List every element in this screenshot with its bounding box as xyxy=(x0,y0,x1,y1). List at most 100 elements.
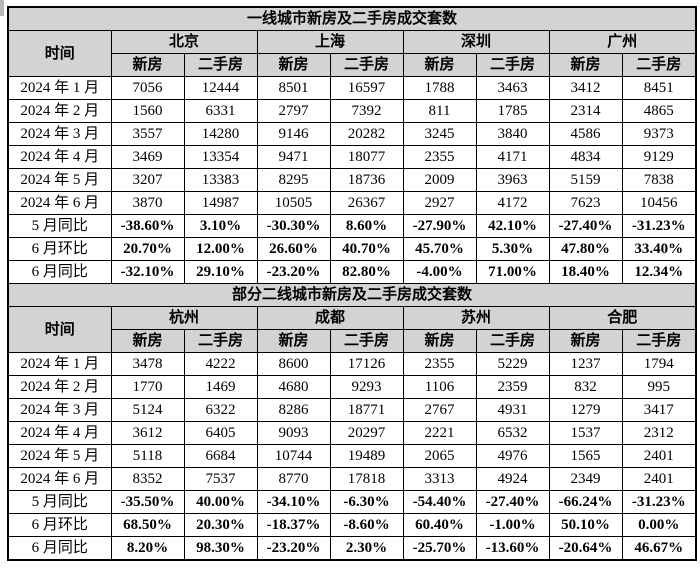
value-cell: 4976 xyxy=(475,444,550,468)
value-cell: 26367 xyxy=(329,191,404,215)
value-cell: 10744 xyxy=(256,444,331,468)
percent-cell: -1.00% xyxy=(475,513,550,537)
value-cell: 995 xyxy=(621,375,697,399)
table-row: 2024 年 5 月 3207 13383 8295 18736 2009 3963 5159… xyxy=(7,168,697,192)
row-label: 2024 年 5 月 xyxy=(7,444,112,468)
value-cell: 20282 xyxy=(329,122,404,146)
table-row: 2024 年 5 月 5118 6684 10744 19489 2065 4976 1565… xyxy=(7,444,697,468)
row-label: 6 月同比 xyxy=(7,260,112,284)
table-row: 2024 年 1 月 7056 12444 8501 16597 1788 3463 3412… xyxy=(7,76,697,100)
value-cell: 4680 xyxy=(256,375,331,399)
value-cell: 20297 xyxy=(329,421,404,445)
percent-cell: -13.60% xyxy=(475,536,550,561)
percent-cell: -27.40% xyxy=(548,214,623,238)
value-cell: 2349 xyxy=(548,467,623,491)
percent-cell: -34.10% xyxy=(256,490,331,514)
subheader-cell: 二手房 xyxy=(475,53,550,77)
table-row: 6 月环比 20.70% 12.00% 26.60% 40.70% 45.70% 5.30%… xyxy=(7,237,697,261)
subheader-cell: 新房 xyxy=(548,329,623,353)
percent-cell: -6.30% xyxy=(329,490,404,514)
row-label: 2024 年 1 月 xyxy=(7,76,112,100)
percent-cell: -54.40% xyxy=(402,490,477,514)
value-cell: 3313 xyxy=(402,467,477,491)
percent-cell: 40.00% xyxy=(183,490,258,514)
subheader-cell: 二手房 xyxy=(621,53,697,77)
table-row: 2024 年 3 月 3557 14280 9146 20282 3245 3840 4586… xyxy=(7,122,697,146)
subheader-cell: 新房 xyxy=(402,53,477,77)
value-cell: 2401 xyxy=(621,444,697,468)
value-cell: 2927 xyxy=(402,191,477,215)
percent-cell: 20.70% xyxy=(110,237,185,261)
value-cell: 1770 xyxy=(110,375,185,399)
city-header: 广州 xyxy=(548,30,697,54)
time-header: 时间 xyxy=(7,30,112,77)
percent-cell: -18.37% xyxy=(256,513,331,537)
table-row: 2024 年 2 月 1770 1469 4680 9293 1106 2359 832 995 xyxy=(7,375,697,399)
row-label: 5 月同比 xyxy=(7,490,112,514)
row-label: 5 月同比 xyxy=(7,214,112,238)
table-row: 2024 年 2 月 1560 6331 2797 7392 811 1785 2314 486… xyxy=(7,99,697,123)
city-header: 苏州 xyxy=(402,306,550,330)
percent-cell: 68.50% xyxy=(110,513,185,537)
value-cell: 8451 xyxy=(621,76,697,100)
table-row: 5 月同比 -35.50% 40.00% -34.10% -6.30% -54.40% -2… xyxy=(7,490,697,514)
city-header: 北京 xyxy=(110,30,258,54)
percent-cell: 50.10% xyxy=(548,513,623,537)
percent-cell: -66.24% xyxy=(548,490,623,514)
value-cell: 2401 xyxy=(621,467,697,491)
value-cell: 1788 xyxy=(402,76,477,100)
value-cell: 16597 xyxy=(329,76,404,100)
value-cell: 2009 xyxy=(402,168,477,192)
value-cell: 6331 xyxy=(183,99,258,123)
value-cell: 5118 xyxy=(110,444,185,468)
row-label: 2024 年 3 月 xyxy=(7,398,112,422)
percent-cell: -30.30% xyxy=(256,214,331,238)
percent-cell: 82.80% xyxy=(329,260,404,284)
percent-cell: 18.40% xyxy=(548,260,623,284)
city-header: 上海 xyxy=(256,30,404,54)
value-cell: 8352 xyxy=(110,467,185,491)
value-cell: 2359 xyxy=(475,375,550,399)
table-row: 一线城市新房及二手房成交套数 xyxy=(7,6,697,31)
row-label: 2024 年 4 月 xyxy=(7,145,112,169)
table-row: 2024 年 1 月 3478 4222 8600 17126 2355 5229 1237 1… xyxy=(7,352,697,376)
value-cell: 17818 xyxy=(329,467,404,491)
city-header: 合肥 xyxy=(548,306,697,330)
subheader-cell: 二手房 xyxy=(475,329,550,353)
row-label: 2024 年 1 月 xyxy=(7,352,112,376)
table-row: 2024 年 4 月 3469 13354 9471 18077 2355 4171 4834… xyxy=(7,145,697,169)
percent-cell: -23.20% xyxy=(256,536,331,561)
table-row: 时间 北京 上海 深圳 广州 xyxy=(7,30,697,77)
percent-cell: 45.70% xyxy=(402,237,477,261)
value-cell: 4865 xyxy=(621,99,697,123)
value-cell: 18736 xyxy=(329,168,404,192)
value-cell: 1469 xyxy=(183,375,258,399)
value-cell: 9129 xyxy=(621,145,697,169)
value-cell: 2221 xyxy=(402,421,477,445)
value-cell: 8295 xyxy=(256,168,331,192)
value-cell: 7056 xyxy=(110,76,185,100)
percent-cell: -32.10% xyxy=(110,260,185,284)
row-label: 2024 年 5 月 xyxy=(7,168,112,192)
value-cell: 3557 xyxy=(110,122,185,146)
value-cell: 9373 xyxy=(621,122,697,146)
value-cell: 3870 xyxy=(110,191,185,215)
percent-cell: -27.40% xyxy=(475,490,550,514)
value-cell: 5229 xyxy=(475,352,550,376)
percent-cell: -8.60% xyxy=(329,513,404,537)
percent-cell: -31.23% xyxy=(621,214,697,238)
row-label: 6 月同比 xyxy=(7,536,112,561)
value-cell: 1785 xyxy=(475,99,550,123)
row-label: 2024 年 4 月 xyxy=(7,421,112,445)
value-cell: 1279 xyxy=(548,398,623,422)
value-cell: 2312 xyxy=(621,421,697,445)
value-cell: 7392 xyxy=(329,99,404,123)
value-cell: 6684 xyxy=(183,444,258,468)
value-cell: 2065 xyxy=(402,444,477,468)
subheader-cell: 新房 xyxy=(402,329,477,353)
value-cell: 1565 xyxy=(548,444,623,468)
percent-cell: -27.90% xyxy=(402,214,477,238)
value-cell: 6405 xyxy=(183,421,258,445)
city-header: 杭州 xyxy=(110,306,258,330)
